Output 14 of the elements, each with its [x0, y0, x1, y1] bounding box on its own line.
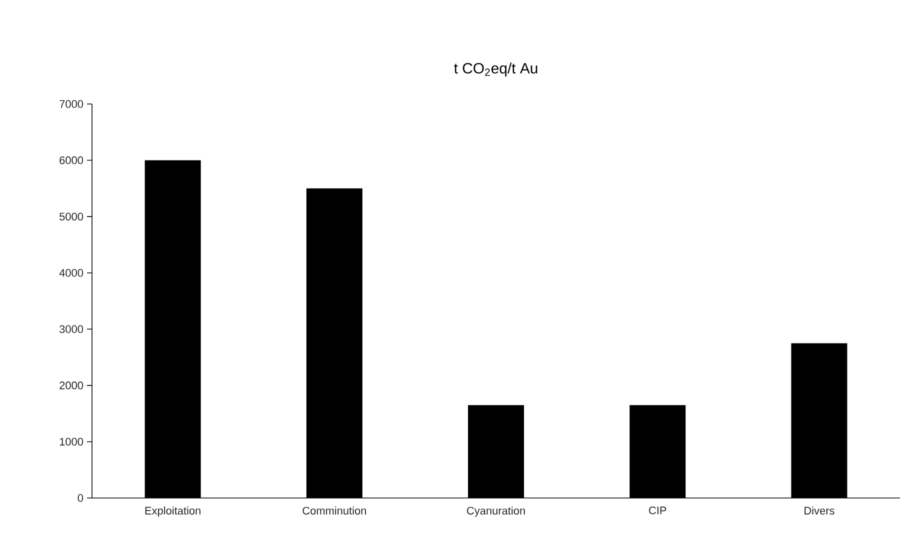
x-tick-label: Cyanuration — [467, 506, 525, 517]
y-tick-label: 4000 — [59, 268, 84, 277]
y-tick-label: 1000 — [60, 438, 84, 446]
y-tick-label: 5000 — [60, 212, 84, 220]
y-tick-label: 0 — [78, 494, 84, 502]
y-tick-label: 3000 — [60, 325, 84, 334]
x-tick-label: Exploitation — [145, 506, 200, 517]
y-tick-label: 6000 — [60, 156, 84, 164]
x-tick-label: CIP — [649, 506, 666, 514]
x-tick-label: Comminution — [302, 506, 366, 515]
chart-title: t CO$_{2}$eq/t Au — [454, 62, 538, 76]
y-tick-label: 7000 — [60, 100, 84, 108]
y-tick-label: 2000 — [60, 382, 84, 390]
x-tick-label: Divers — [804, 506, 834, 515]
